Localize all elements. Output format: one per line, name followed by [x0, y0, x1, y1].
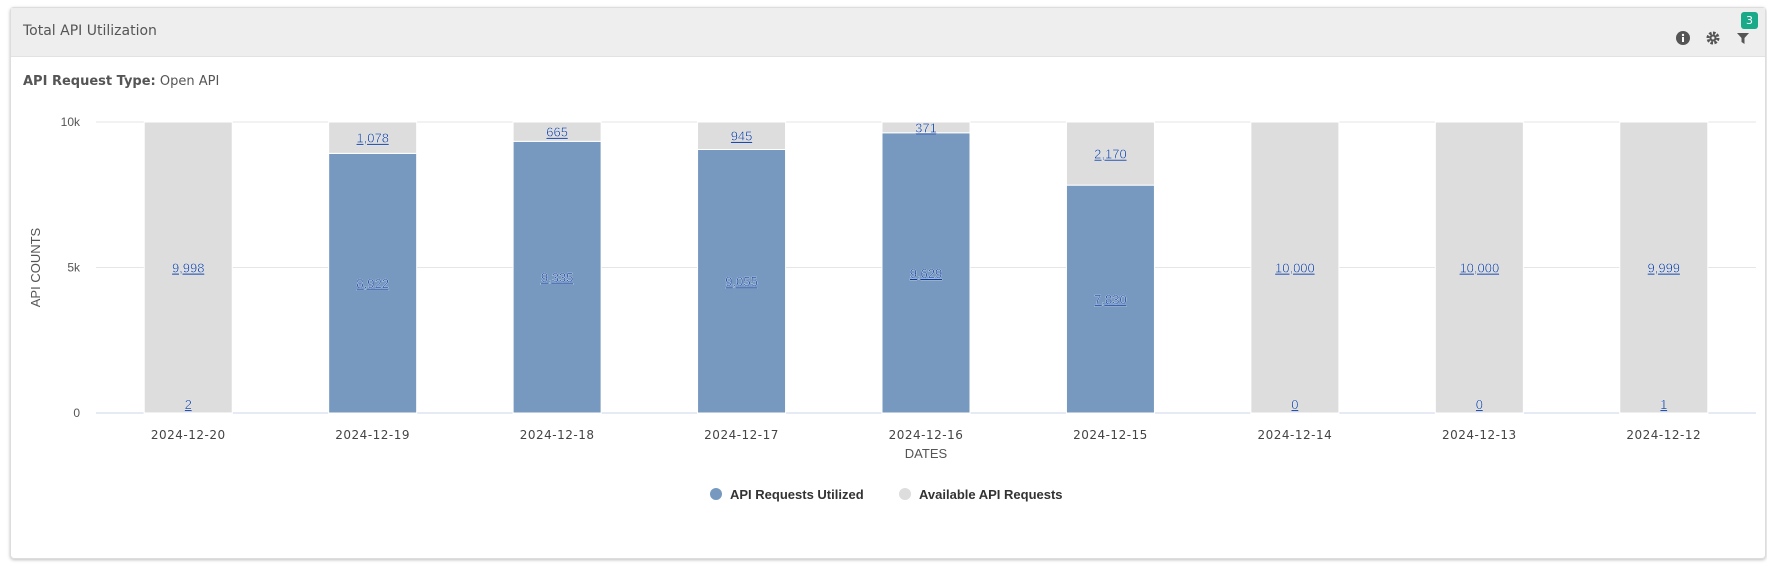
bar-label[interactable]: 2 [184, 397, 192, 412]
bar-label[interactable]: 7,830 [1094, 292, 1127, 307]
x-tick-label: 2024-12-18 [520, 428, 595, 442]
bar-available [1619, 121, 1709, 414]
bar-label[interactable]: 665 [546, 125, 568, 140]
card-header: Total API Utilization 3 [11, 8, 1765, 57]
gear-icon[interactable] [1705, 30, 1721, 46]
bar-utilized [328, 152, 418, 414]
info-icon[interactable] [1675, 30, 1691, 46]
x-tick-label: 2024-12-16 [889, 428, 964, 442]
filter-summary: API Request Type: Open API [23, 74, 219, 89]
bar-available [697, 121, 787, 150]
bar-utilized [697, 148, 787, 414]
filter-icon[interactable]: 3 [1735, 12, 1758, 46]
bar-label[interactable]: 9,629 [910, 266, 943, 281]
legend-item[interactable]: API Requests Utilized [730, 487, 864, 502]
bar-label[interactable]: 9,998 [172, 260, 205, 275]
bar-label[interactable]: 945 [731, 129, 753, 144]
y-tick-label: 10k [61, 115, 81, 129]
bar-utilized [1065, 184, 1155, 414]
bar-label[interactable]: 8,922 [356, 276, 389, 291]
bar-available [1250, 121, 1340, 414]
x-tick-label: 2024-12-19 [335, 428, 410, 442]
bar-available [881, 121, 971, 134]
filter-count-badge: 3 [1741, 12, 1758, 29]
x-tick-label: 2024-12-20 [151, 428, 226, 442]
bar-label[interactable]: 1,078 [356, 131, 389, 146]
bar-label[interactable]: 10,000 [1459, 260, 1499, 276]
x-tick-label: 2024-12-14 [1258, 428, 1333, 442]
y-axis-title: API COUNTS [28, 227, 43, 307]
legend-marker [899, 488, 911, 500]
x-tick-label: 2024-12-13 [1442, 428, 1517, 442]
filter-value: Open API [159, 74, 220, 89]
bar-label[interactable]: 0 [1476, 397, 1484, 412]
bar-label[interactable]: 371 [915, 120, 937, 135]
bar-available [143, 121, 233, 414]
y-tick-label: 5k [67, 261, 81, 275]
x-axis-title: DATES [905, 446, 948, 461]
x-tick-label: 2024-12-15 [1073, 428, 1148, 442]
bar-label[interactable]: 9,999 [1647, 260, 1681, 275]
bar-label[interactable]: 10,000 [1275, 260, 1315, 276]
bar-label[interactable]: 1 [1660, 397, 1668, 412]
bar-label[interactable]: 2,170 [1094, 146, 1127, 162]
bar-available [1065, 121, 1155, 186]
bar-utilized [881, 132, 971, 414]
filter-label: API Request Type: [23, 74, 156, 89]
bar-utilized [512, 140, 602, 414]
y-tick-label: 0 [73, 406, 80, 420]
bar-available [512, 121, 602, 142]
bar-label[interactable]: 0 [1291, 397, 1299, 412]
bar-label[interactable]: 9,055 [725, 274, 758, 289]
bar-available [328, 121, 418, 154]
x-tick-label: 2024-12-12 [1626, 428, 1701, 442]
bar-available [1434, 121, 1524, 414]
bar-label[interactable]: 9,335 [541, 270, 574, 285]
legend-marker [710, 488, 722, 500]
x-tick-label: 2024-12-17 [704, 428, 779, 442]
legend-item[interactable]: Available API Requests [919, 487, 1063, 502]
card-title: Total API Utilization [23, 23, 157, 39]
